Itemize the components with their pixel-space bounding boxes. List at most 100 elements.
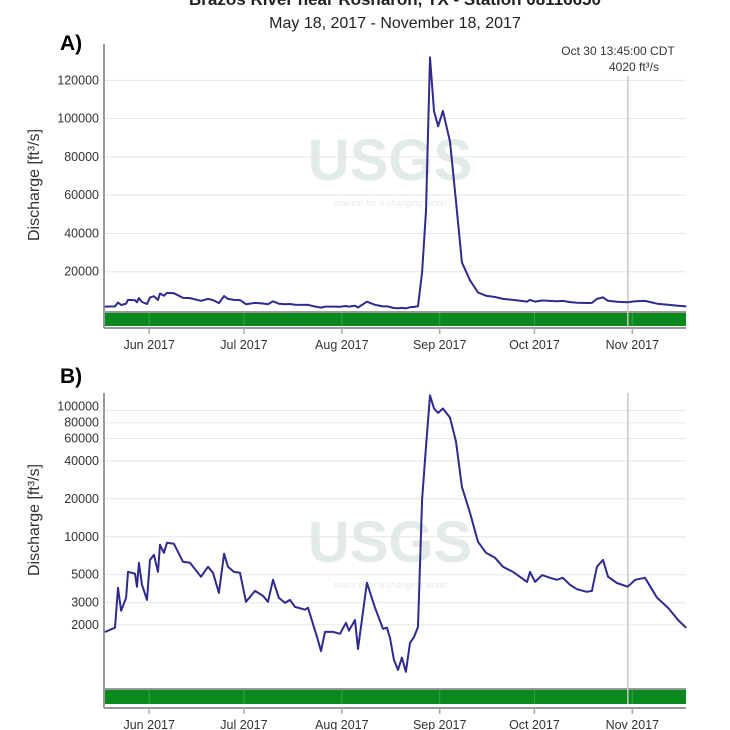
- discharge-data-point: [262, 595, 264, 597]
- y-tick-label: 120000: [57, 73, 99, 87]
- discharge-data-point: [239, 572, 241, 574]
- discharge-data-point: [409, 642, 411, 644]
- discharge-data-point: [393, 307, 395, 309]
- discharge-data-point: [125, 597, 127, 599]
- discharge-data-point: [602, 559, 604, 561]
- chart-subtitle: May 18, 2017 - November 18, 2017: [269, 15, 521, 32]
- discharge-data-point: [469, 512, 471, 514]
- discharge-data-point: [569, 301, 571, 303]
- watermark-a: USGS science for a changing world: [308, 128, 472, 208]
- discharge-data-point: [189, 297, 191, 299]
- discharge-data-point: [386, 627, 388, 629]
- discharge-data-point: [173, 292, 175, 294]
- panel-a: A) Discharge [ft³/s] USGS science for a …: [26, 32, 687, 352]
- panel-b-label: B): [60, 365, 82, 388]
- discharge-data-point: [166, 292, 168, 294]
- discharge-data-point: [136, 301, 138, 303]
- discharge-data-point: [153, 554, 155, 556]
- discharge-data-point: [233, 571, 235, 573]
- discharge-data-point: [685, 305, 687, 307]
- discharge-data-point: [207, 298, 209, 300]
- discharge-data-point: [120, 610, 122, 612]
- discharge-data-point: [114, 305, 116, 307]
- discharge-data-point: [262, 302, 264, 305]
- x-tick-label: Jun 2017: [123, 718, 174, 730]
- discharge-data-point: [586, 302, 588, 304]
- discharge-data-point: [157, 571, 159, 573]
- usgs-watermark-tagline: science for a changing world: [333, 580, 448, 590]
- discharge-data-point: [485, 552, 487, 554]
- discharge-data-point: [449, 417, 451, 419]
- discharge-data-point: [138, 297, 140, 299]
- discharge-series-line: [104, 394, 687, 673]
- discharge-data-point: [166, 542, 168, 544]
- discharge-data-point: [289, 599, 291, 601]
- discharge-data-point: [382, 628, 384, 630]
- panel-b: B) Discharge [ft³/s] USGS science for a …: [26, 365, 687, 730]
- discharge-data-point: [556, 579, 558, 581]
- panel-a-y-axis-label: Discharge [ft³/s]: [26, 129, 43, 241]
- discharge-data-point: [134, 573, 136, 575]
- discharge-data-point: [433, 407, 435, 410]
- discharge-data-point: [138, 562, 140, 564]
- discharge-data-point: [254, 302, 256, 304]
- discharge-data-point: [442, 407, 444, 410]
- discharge-data-point: [437, 412, 439, 414]
- discharge-data-point: [141, 301, 143, 303]
- x-tick-label: Sep 2017: [413, 338, 467, 352]
- discharge-data-point: [245, 601, 247, 603]
- approval-status-bar: [105, 313, 686, 326]
- discharge-data-point: [134, 299, 136, 301]
- discharge-data-point: [245, 303, 247, 305]
- discharge-data-point: [218, 592, 220, 594]
- discharge-data-point: [413, 306, 415, 308]
- y-tick-label: 100000: [57, 112, 99, 126]
- discharge-data-point: [529, 299, 531, 301]
- discharge-data-point: [182, 561, 184, 563]
- discharge-data-point: [644, 577, 646, 579]
- discharge-data-point: [339, 306, 341, 308]
- discharge-data-point: [596, 566, 598, 568]
- discharge-data-point: [278, 303, 280, 305]
- discharge-data-point: [562, 300, 564, 302]
- discharge-data-point: [477, 291, 479, 294]
- discharge-data-point: [233, 299, 235, 301]
- discharge-data-point: [157, 299, 159, 301]
- discharge-data-point: [289, 303, 291, 305]
- x-tick-label: Aug 2017: [315, 338, 369, 352]
- discharge-data-point: [182, 297, 184, 299]
- discharge-data-point: [421, 271, 423, 273]
- y-tick-label: 80000: [64, 150, 99, 164]
- discharge-data-point: [455, 441, 457, 443]
- discharge-data-point: [324, 631, 326, 633]
- discharge-data-point: [502, 298, 504, 300]
- discharge-data-point: [332, 631, 334, 633]
- discharge-data-point: [389, 306, 391, 308]
- discharge-data-point: [149, 559, 151, 561]
- discharge-data-point: [212, 299, 214, 301]
- discharge-data-point: [549, 577, 551, 579]
- discharge-data-point: [374, 607, 376, 609]
- discharge-data-point: [146, 599, 148, 601]
- discharge-data-point: [354, 619, 356, 621]
- discharge-data-point: [502, 566, 504, 568]
- discharge-data-point: [512, 571, 514, 573]
- discharge-data-point: [227, 298, 229, 300]
- x-tick-label: Nov 2017: [606, 718, 660, 730]
- discharge-data-point: [114, 627, 116, 629]
- discharge-data-point: [562, 577, 564, 579]
- discharge-data-point: [534, 581, 536, 583]
- discharge-data-point: [591, 302, 593, 304]
- y-tick-label: 80000: [64, 416, 99, 430]
- discharge-data-point: [117, 587, 119, 589]
- discharge-data-point: [529, 571, 531, 573]
- discharge-data-point: [200, 300, 202, 302]
- discharge-data-point: [421, 499, 423, 501]
- discharge-data-point: [397, 307, 399, 309]
- discharge-data-point: [284, 602, 286, 604]
- discharge-data-point: [397, 669, 399, 671]
- y-tick-label: 10000: [64, 530, 99, 544]
- y-tick-label: 40000: [64, 454, 99, 468]
- x-tick-label: Aug 2017: [315, 718, 369, 730]
- discharge-data-point: [549, 300, 551, 302]
